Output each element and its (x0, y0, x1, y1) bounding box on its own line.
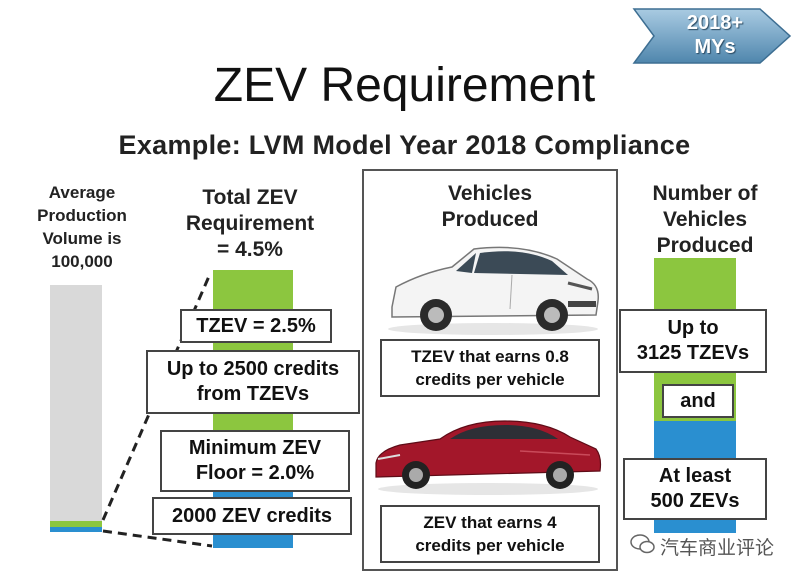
box-line: 3125 TZEVs (636, 342, 750, 364)
production-volume-bar (50, 285, 102, 522)
caption-line: credits per vehicle (415, 536, 565, 555)
tzev-count-box: Up to 3125 TZEVs (619, 309, 767, 373)
box-line: 500 ZEVs (650, 490, 740, 512)
volume-bar-tzev-slice (50, 521, 102, 527)
and-box: and (662, 384, 734, 418)
header-line: Number of (652, 182, 758, 205)
header-line: Vehicles (662, 208, 748, 231)
label-line: 100,000 (51, 252, 113, 271)
caption-line: credits per vehicle (415, 370, 565, 389)
model-year-badge: 2018+ MYs (632, 6, 792, 66)
zev-count-box: At least 500 ZEVs (623, 458, 767, 520)
vehicles-produced-header: Vehicles Produced (364, 181, 616, 233)
header-line: Produced (441, 208, 539, 231)
header-line: = 4.5% (217, 238, 283, 261)
header-line: Produced (656, 234, 754, 257)
zev-caption-box: ZEV that earns 4 credits per vehicle (380, 505, 600, 563)
total-zev-requirement-label: Total ZEV Requirement = 4.5% (170, 185, 330, 263)
white-hatchback-icon (382, 239, 604, 339)
box-line: Up to 2500 credits (166, 358, 340, 380)
badge-line-1: 2018+ (686, 12, 744, 34)
red-sedan-icon (370, 411, 606, 497)
vehicles-produced-panel: Vehicles Produced TZEV that earns 0.8 cr… (362, 169, 618, 571)
caption-line: ZEV that earns 4 (423, 513, 557, 532)
badge-arrow-shape (632, 8, 792, 64)
label-line: Production (37, 206, 127, 225)
page-title: ZEV Requirement (213, 59, 596, 112)
box-line: At least (658, 465, 732, 487)
number-of-vehicles-label: Number of Vehicles Produced (630, 181, 780, 259)
box-line: Up to (667, 317, 719, 339)
tzev-caption-box: TZEV that earns 0.8 credits per vehicle (380, 339, 600, 397)
expansion-dashed-lines (101, 273, 213, 548)
tzev-share-box: TZEV = 2.5% (180, 309, 332, 343)
box-line: Minimum ZEV (188, 437, 322, 459)
header-line: Requirement (185, 212, 315, 235)
volume-bar-zev-slice (50, 527, 102, 532)
header-line: Vehicles (447, 182, 533, 205)
average-production-label: Average Production Volume is 100,000 (22, 181, 142, 273)
label-line: Average (48, 183, 116, 202)
tzev-credits-box: Up to 2500 credits from TZEVs (146, 350, 360, 414)
caption-line: TZEV that earns 0.8 (411, 347, 569, 366)
watermark-text: 汽车商业评论 (660, 538, 775, 559)
zev-floor-box: Minimum ZEV Floor = 2.0% (160, 430, 350, 492)
page-subtitle: Example: LVM Model Year 2018 Compliance (118, 130, 691, 160)
badge-line-2: MYs (694, 36, 736, 58)
zev-credits-box: 2000 ZEV credits (152, 497, 352, 535)
header-line: Total ZEV (202, 186, 298, 209)
box-line: from TZEVs (196, 383, 310, 405)
wechat-icon (630, 533, 656, 560)
box-line: Floor = 2.0% (195, 462, 315, 484)
label-line: Volume is (42, 229, 122, 248)
